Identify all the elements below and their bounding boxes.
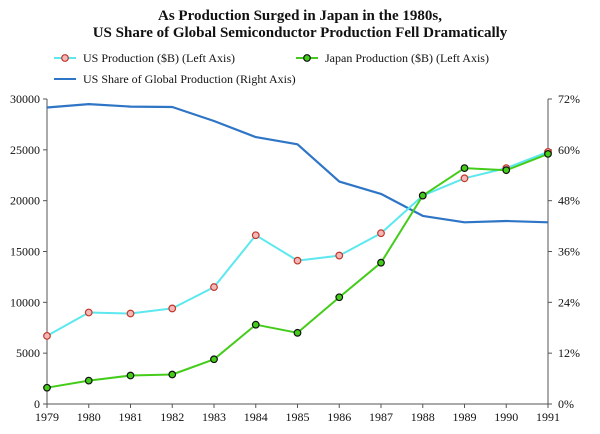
legend-marker [61,54,69,62]
left-tick-label: 25000 [10,143,40,157]
data-point [502,166,511,175]
data-point [544,149,552,158]
x-tick-label: 1984 [244,410,268,424]
right-tick-label: 0% [558,397,574,411]
x-tick-label: 1988 [411,410,435,424]
left-tick-label: 10000 [10,295,40,309]
series-line [46,150,549,337]
right-tick-label: 72% [558,92,580,106]
x-tick-label: 1983 [202,410,226,424]
x-tick-label: 1979 [35,410,59,424]
legend-marker [303,54,311,62]
left-tick-label: 20000 [10,194,40,208]
data-point [460,164,469,173]
data-point [210,283,218,291]
series-1 [43,149,552,392]
legend-label: Japan Production ($B) (Left Axis) [325,51,489,65]
series-layer [43,102,552,392]
x-tick-label: 1991 [536,410,560,424]
x-tick-label: 1989 [453,410,477,424]
legend-label: US Production ($B) (Left Axis) [83,51,235,65]
chart-title-line-1: As Production Surged in Japan in the 198… [158,8,442,24]
right-tick-label: 48% [558,194,580,208]
chart-legend: US Production ($B) (Left Axis) Japan Prod… [54,51,489,86]
data-point [418,191,427,200]
x-tick-label: 1990 [494,410,518,424]
legend-item: US Share of Global Production (Right Axi… [54,72,296,86]
data-point [210,355,218,364]
x-tick-label: 1985 [286,410,310,424]
data-point [293,256,302,265]
legend-label: US Share of Global Production (Right Axi… [83,72,296,86]
x-tick-label: 1986 [327,410,351,424]
data-point [377,258,385,267]
left-tick-label: 5000 [16,346,40,360]
data-point [335,251,344,260]
left-axis: 0 5000 10000 15000 20000 25000 30000 [10,92,47,411]
legend-item: Japan Production ($B) (Left Axis) [296,51,489,65]
chart-title-line-2: US Share of Global Semiconductor Product… [92,25,508,41]
data-point [168,304,177,313]
left-tick-label: 15000 [10,245,40,259]
left-tick-label: 30000 [10,92,40,106]
series-line [46,102,549,224]
data-point [84,308,93,317]
data-point [43,383,51,392]
right-tick-label: 60% [558,143,580,157]
data-point [377,229,385,238]
x-axis: 1979 1980 1981 1982 1983 1984 1985 1986 1987 1988… [35,404,560,424]
left-tick-label: 0 [34,397,40,411]
data-point [43,331,51,340]
x-tick-label: 1980 [77,410,101,424]
data-point [168,370,177,379]
series-line [46,152,549,389]
x-tick-label: 1981 [119,410,143,424]
data-point [251,320,260,329]
data-point [293,328,302,337]
data-point [126,371,135,380]
right-tick-label: 12% [558,346,580,360]
series-0 [43,147,552,340]
data-point [84,376,93,385]
series-2 [46,102,549,224]
right-tick-label: 24% [558,295,580,309]
data-point [251,231,260,240]
chart-title: As Production Surged in Japan in the 198… [0,8,600,42]
data-point [126,309,135,318]
x-tick-label: 1987 [369,410,393,424]
legend-item: US Production ($B) (Left Axis) [54,51,235,65]
x-tick-label: 1982 [160,410,184,424]
data-point [460,174,469,183]
right-tick-label: 36% [558,245,580,259]
data-point [335,293,344,302]
right-axis: 0% 12% 24% 36% 48% 60% 72% [548,92,580,411]
